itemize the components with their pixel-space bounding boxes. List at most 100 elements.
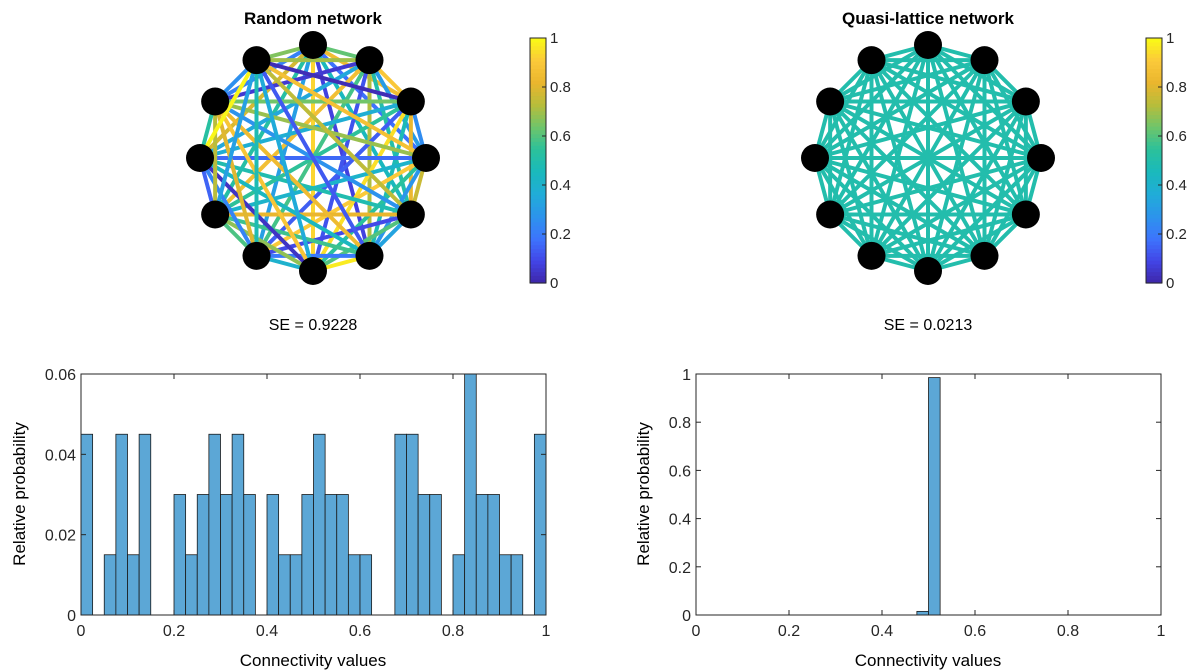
- quasi-lattice-network-node: [801, 144, 829, 172]
- random-network-edge: [213, 99, 428, 160]
- quasi-lattice-histogram-ticks: 0 0.2 0.4 0.6 0.8 1 0 0.2 0.4 0.6 0.8 1: [669, 367, 1166, 640]
- quasi-lattice-network-colorbar-segment: [1146, 149, 1162, 154]
- random-network-colorbar-segment: [530, 38, 546, 43]
- random-histogram-bar: [301, 494, 314, 616]
- quasi-lattice-network-colorbar-segment: [1146, 91, 1162, 97]
- quasi-lattice-network-colorbar-segment: [1146, 60, 1162, 66]
- quasi-lattice-histogram-ytick-label: 0.2: [669, 560, 691, 577]
- random-network-colorbar-segment: [530, 137, 546, 142]
- quasi-lattice-network-colorbar-segment: [1146, 191, 1162, 196]
- random-network-colorbar-segment: [530, 126, 546, 131]
- random-network-colorbar-segment: [530, 244, 546, 250]
- quasi-lattice-network-colorbar-segment: [1146, 175, 1162, 181]
- quasi-lattice-network-edge: [828, 212, 930, 273]
- quasi-lattice-network-colorbar-segment: [1146, 114, 1162, 119]
- random-network-colorbar-segment: [530, 210, 546, 215]
- random-network-edge: [213, 99, 259, 258]
- quasi-lattice-network-colorbar-segment: [1146, 41, 1162, 47]
- quasi-lattice-network-colorbar-segment: [1146, 240, 1162, 246]
- random-network-colorbar-segment: [530, 252, 546, 257]
- random-histogram-bar: [452, 554, 466, 616]
- random-network-colorbar-segment: [530, 145, 546, 150]
- quasi-lattice-histogram-ytick-label: 0.4: [669, 512, 691, 529]
- quasi-lattice-network-colorbar-segment: [1146, 145, 1162, 150]
- quasi-lattice-network-colorbar-tick-label: 0.4: [1166, 177, 1187, 194]
- quasi-lattice-network-edge: [813, 156, 874, 258]
- quasi-lattice-network-colorbar-tick-label: 0.6: [1166, 128, 1187, 145]
- random-histogram-ytick-label: 0.04: [45, 447, 76, 464]
- quasi-lattice-network-edge: [926, 58, 987, 273]
- quasi-lattice-network-colorbar-segment: [1146, 214, 1162, 219]
- random-network-colorbar-segment: [530, 60, 546, 66]
- quasi-lattice-network-colorbar-segment: [1146, 137, 1162, 142]
- random-network-colorbar-segment: [530, 237, 546, 242]
- quasi-lattice-histogram-bars: [916, 377, 941, 616]
- quasi-lattice-network-colorbar-tick-label: 0: [1166, 275, 1174, 292]
- random-histogram-xtick-label: 0.8: [442, 623, 464, 640]
- quasi-lattice-network-colorbar-segment: [1146, 103, 1162, 108]
- quasi-lattice-network-node: [970, 241, 999, 270]
- random-histogram-panel: 0 0.2 0.4 0.6 0.8 1 0 0.02 0.04 0.06 Connectivity…: [10, 367, 551, 670]
- quasi-lattice-histogram-ytick-label: 0.8: [669, 415, 691, 432]
- quasi-lattice-histogram-xtick-label: 0.4: [871, 623, 893, 640]
- quasi-lattice-network-colorbar-segment: [1146, 252, 1162, 257]
- random-network-edge: [198, 58, 259, 160]
- random-network-edge: [311, 43, 372, 258]
- random-network-colorbar-segment: [530, 80, 546, 85]
- random-histogram-bar: [475, 494, 489, 616]
- random-network-node: [242, 241, 271, 270]
- random-histogram-bar: [196, 494, 210, 616]
- quasi-lattice-network-colorbar-segment: [1146, 95, 1162, 100]
- random-network-colorbar-segment: [530, 45, 546, 51]
- quasi-lattice-network-colorbar-segment: [1146, 129, 1162, 135]
- random-histogram-bar: [185, 554, 198, 616]
- random-histogram-xtick-label: 0.6: [349, 623, 371, 640]
- random-histogram-bar: [347, 554, 361, 616]
- quasi-lattice-network-colorbar-segment: [1146, 210, 1162, 215]
- quasi-lattice-network-colorbar-segment: [1146, 38, 1162, 43]
- quasi-lattice-network-edge: [828, 99, 874, 258]
- random-histogram-bar: [127, 554, 140, 616]
- random-network-colorbar-segment: [530, 95, 546, 100]
- random-histogram-bar: [336, 494, 349, 616]
- quasi-lattice-network-edge: [813, 156, 1028, 217]
- random-network-node: [412, 144, 440, 172]
- random-network-colorbar-tick-label: 0.8: [550, 79, 571, 96]
- quasi-lattice-histogram-xtick-label: 0.6: [964, 623, 986, 640]
- random-network-colorbar-segment: [530, 118, 546, 123]
- random-network-title: Random network: [244, 9, 382, 28]
- random-histogram-bar: [243, 494, 256, 616]
- random-histogram-xtick-label: 0.4: [256, 623, 278, 640]
- quasi-lattice-network-edge: [828, 156, 1043, 217]
- quasi-lattice-network-colorbar-segment: [1146, 156, 1162, 162]
- random-network-node: [396, 200, 425, 229]
- quasi-lattice-network-colorbar-segment: [1146, 183, 1162, 188]
- quasi-lattice-network-colorbar-tick-label: 0.8: [1166, 79, 1187, 96]
- quasi-lattice-network-colorbar-segment: [1146, 217, 1162, 223]
- random-network-edge: [198, 99, 413, 160]
- quasi-lattice-network-edge: [828, 58, 874, 217]
- random-network-colorbar-segment: [530, 87, 546, 93]
- random-network-colorbar-frame: [529, 37, 547, 284]
- quasi-lattice-network-node: [1011, 87, 1040, 116]
- random-histogram-bar: [266, 494, 280, 616]
- quasi-lattice-histogram-bar: [928, 377, 941, 616]
- random-network-colorbar-segment: [530, 202, 546, 208]
- random-network-colorbar-segment: [530, 160, 546, 165]
- quasi-lattice-network-colorbar-segment: [1146, 244, 1162, 250]
- quasi-lattice-network-colorbar-segment: [1146, 248, 1162, 253]
- quasi-lattice-network-se-caption: SE = 0.0213: [884, 317, 973, 334]
- random-histogram-ticks: 0 0.2 0.4 0.6 0.8 1 0 0.02 0.04 0.06: [45, 367, 551, 640]
- quasi-lattice-network-node: [857, 241, 886, 270]
- random-network-colorbar-segment: [530, 194, 546, 200]
- random-histogram-xtick-label: 0: [77, 623, 86, 640]
- quasi-lattice-network-node: [816, 200, 845, 229]
- random-network-node: [355, 241, 384, 270]
- random-network-node: [242, 46, 271, 75]
- quasi-lattice-network-colorbar-tick-label: 0.2: [1166, 226, 1187, 243]
- random-network-edges: [198, 43, 428, 273]
- quasi-lattice-network-colorbar-segment: [1146, 110, 1162, 116]
- random-network-edge: [213, 212, 315, 273]
- quasi-lattice-network-edge: [869, 58, 1028, 217]
